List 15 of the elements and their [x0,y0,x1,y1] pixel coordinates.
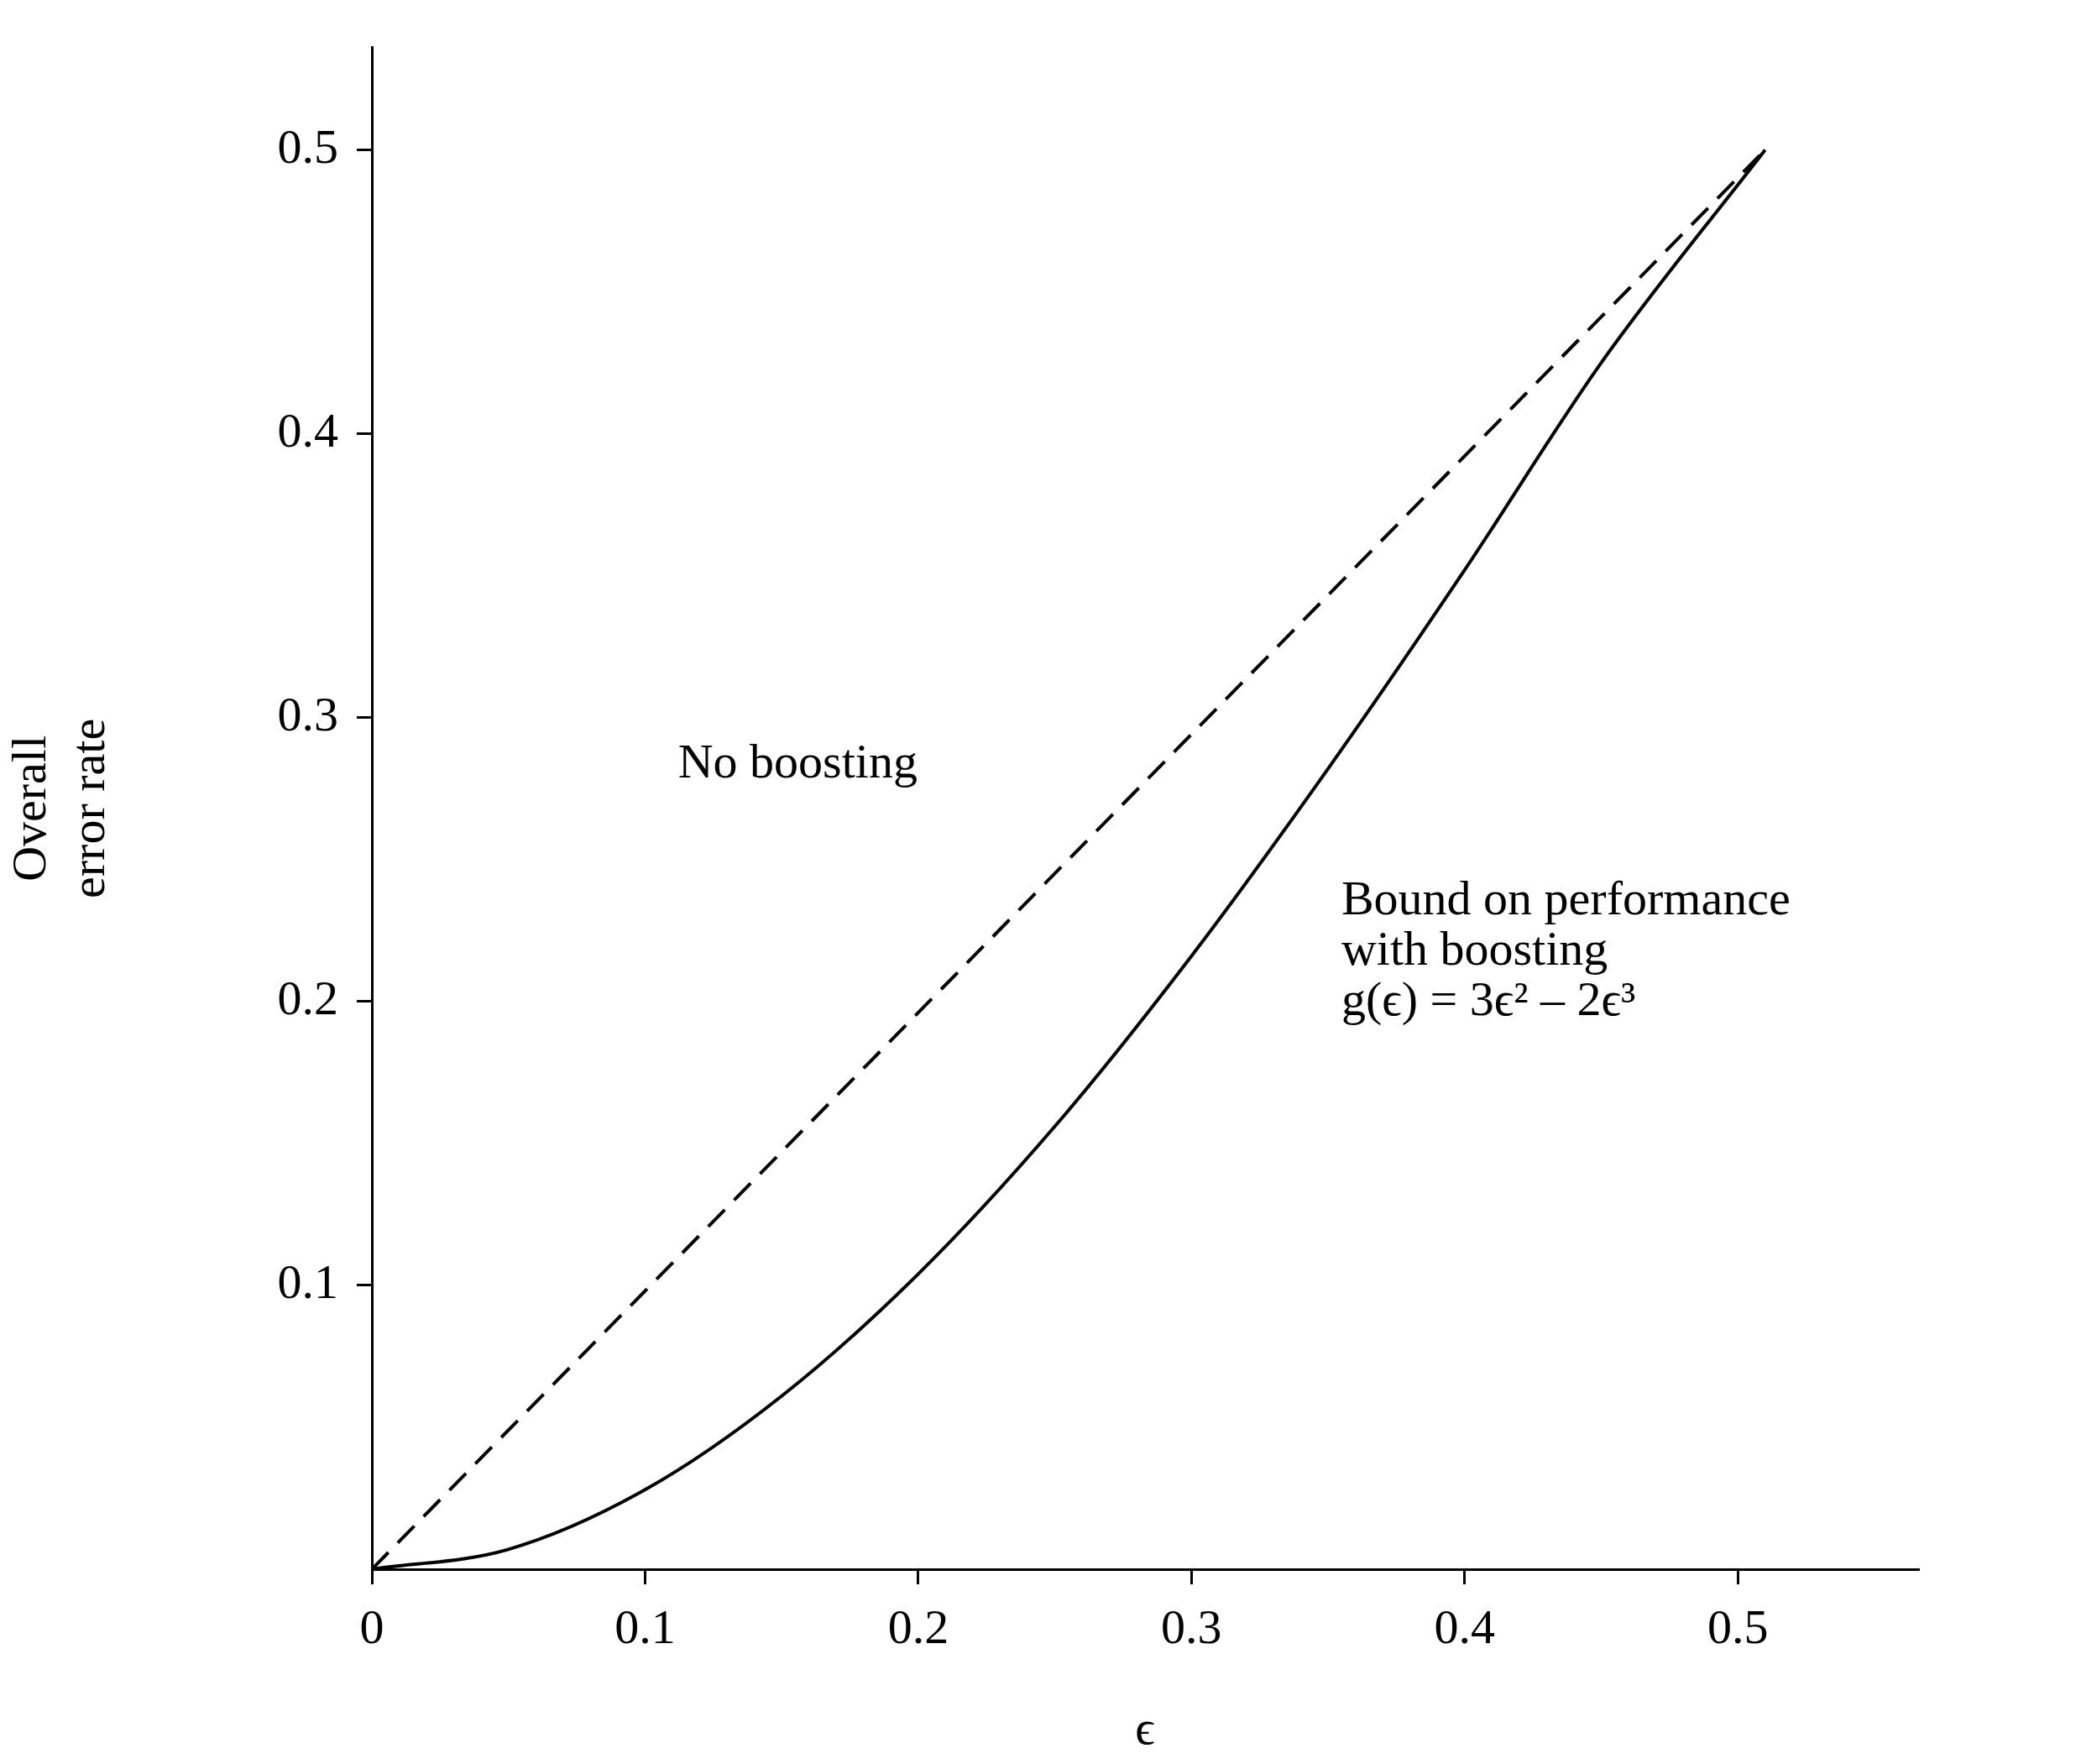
x-tick-label: 0.3 [1161,1599,1222,1655]
x-tick-label: 0.2 [887,1599,949,1655]
y-tick-label: 0.3 [277,686,338,741]
x-tick-label: 0.5 [1707,1599,1769,1655]
x-axis-title: ϵ [1135,1700,1155,1756]
annotation: Bound on performance with boosting g(ϵ) = 3ϵ² – 2ϵ³ [1341,870,1791,1026]
x-tick-label: 0.4 [1434,1599,1496,1655]
y-tick-label: 0.2 [277,971,338,1026]
y-tick-label: 0.5 [277,118,338,174]
annotation: No boosting [677,733,918,788]
x-tick-label: 0 [359,1599,384,1655]
y-tick-label: 0.4 [277,402,338,458]
y-axis-title: Overall error rate [2,718,115,898]
y-tick-label: 0.1 [277,1254,338,1310]
x-tick-label: 0.1 [614,1599,676,1655]
